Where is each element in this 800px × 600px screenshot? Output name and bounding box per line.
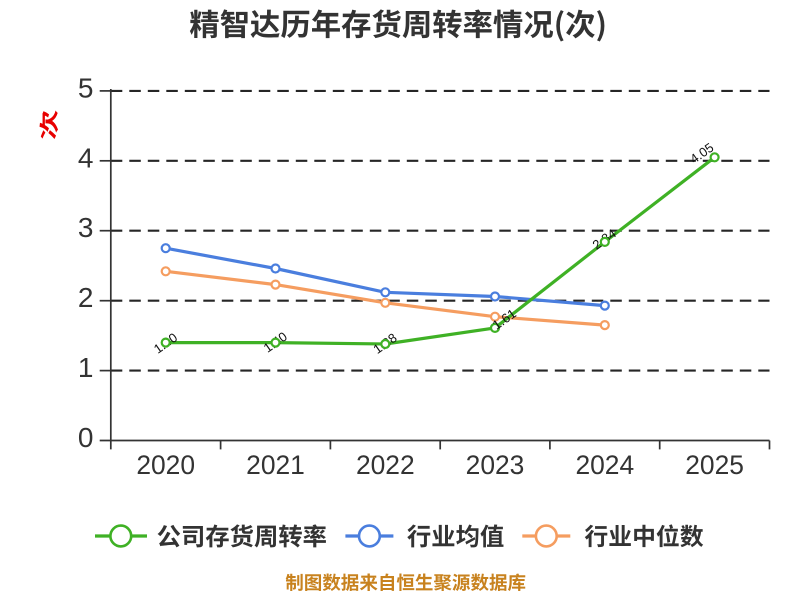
svg-text:2024: 2024	[575, 450, 634, 480]
svg-text:2021: 2021	[246, 450, 305, 480]
svg-text:5: 5	[78, 72, 94, 103]
svg-text:0: 0	[78, 422, 94, 453]
svg-text:2023: 2023	[466, 450, 525, 480]
svg-text:1: 1	[78, 352, 94, 383]
svg-text:4: 4	[78, 142, 94, 173]
svg-text:2: 2	[78, 282, 94, 313]
svg-text:3: 3	[78, 212, 94, 243]
svg-text:2022: 2022	[356, 450, 415, 480]
svg-text:2025: 2025	[685, 450, 744, 480]
svg-text:2020: 2020	[136, 450, 195, 480]
